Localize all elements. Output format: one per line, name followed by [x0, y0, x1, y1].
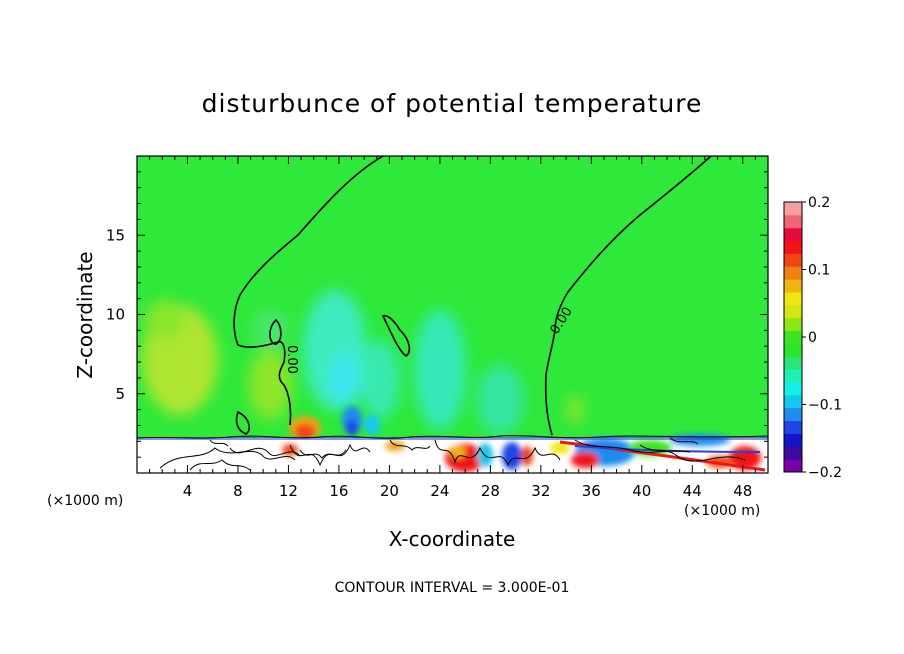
colorbar-swatch	[784, 394, 802, 409]
colorbar-swatch	[784, 407, 802, 422]
surface-features	[289, 406, 380, 440]
x-unit-right: (×1000 m)	[684, 503, 760, 519]
colorbar-swatch	[784, 459, 802, 473]
colorbar-swatch	[784, 202, 802, 216]
colorbar-swatch	[784, 227, 802, 242]
colorbar-swatch	[784, 292, 802, 306]
contour-interval-note: CONTOUR INTERVAL = 3.000E-01	[335, 580, 570, 596]
colorbar-swatch	[784, 369, 802, 383]
cool-blob-2	[360, 340, 400, 420]
colorbar-swatch	[784, 317, 802, 332]
x-tick-label: 20	[380, 482, 399, 500]
colorbar-swatch	[784, 446, 802, 460]
colorbar-swatch	[784, 266, 802, 280]
cool-blob-1-core	[329, 352, 361, 408]
x-tick-label: 8	[233, 482, 243, 500]
cold-core-1-inner	[346, 420, 358, 436]
colorbar-swatch	[784, 279, 802, 293]
x-tick-label: 44	[683, 482, 702, 500]
field-background	[137, 156, 768, 473]
zero-contours	[233, 156, 712, 436]
y-tick-label: 5	[115, 385, 125, 403]
colorbar-swatch	[784, 253, 802, 267]
colorbar-label: 0.1	[808, 263, 830, 279]
x-tick-label: 4	[183, 482, 193, 500]
surface-warm-3	[571, 452, 599, 468]
colorbar-label: 0	[808, 330, 817, 346]
warm-core-inner	[295, 424, 315, 440]
x-tick-label: 32	[531, 482, 550, 500]
warm-blob-left-top	[145, 300, 185, 340]
colorbar-label: −0.1	[808, 398, 842, 414]
colorbar-label: −0.2	[808, 465, 842, 481]
warm-blob-right	[567, 396, 583, 424]
colorbar-swatch	[784, 240, 802, 254]
x-axis: 4 8 12 16 20 24 28 32 36 40 44 48	[149, 156, 756, 500]
colorbar-swatch	[784, 433, 802, 447]
x-tick-label: 48	[733, 482, 752, 500]
x-axis-label: X-coordinate	[389, 527, 516, 551]
colorbar: 0.2 0.1 0 −0.1 −0.2	[783, 195, 842, 481]
y-axis: 5 10 15	[106, 171, 768, 458]
cool-blob-3	[414, 310, 466, 430]
x-tick-label: 36	[582, 482, 601, 500]
colorbar-swatch	[784, 420, 802, 434]
colorbar-swatch	[784, 343, 802, 357]
y-tick-label: 10	[106, 306, 125, 324]
contour-label-left: 0.00	[284, 345, 299, 374]
temperature-field: 0.00 0.00	[137, 156, 768, 473]
x-tick-label: 16	[329, 482, 348, 500]
x-tick-label: 24	[430, 482, 449, 500]
colorbar-swatch	[784, 382, 802, 396]
cold-core-2	[364, 415, 380, 435]
chart-title: disturbunce of potential temperature	[202, 89, 703, 118]
x-tick-label: 12	[279, 482, 298, 500]
surface-warm-2	[521, 446, 533, 466]
y-tick-label: 15	[106, 226, 125, 244]
x-tick-label: 40	[632, 482, 651, 500]
colorbar-swatch	[784, 356, 802, 370]
surface-cold-2	[502, 442, 522, 470]
cool-blob-4	[476, 365, 524, 435]
x-tick-label: 28	[481, 482, 500, 500]
colorbar-label: 0.2	[808, 195, 830, 211]
colorbar-swatch	[784, 304, 802, 319]
zero-contour-left	[233, 156, 384, 426]
y-axis-label: Z-coordinate	[73, 251, 97, 378]
x-unit-left: (×1000 m)	[47, 493, 123, 509]
colorbar-swatch	[784, 330, 802, 344]
zero-contour-right	[544, 156, 712, 436]
surface-contours	[137, 435, 768, 471]
colorbar-swatch	[784, 214, 802, 229]
